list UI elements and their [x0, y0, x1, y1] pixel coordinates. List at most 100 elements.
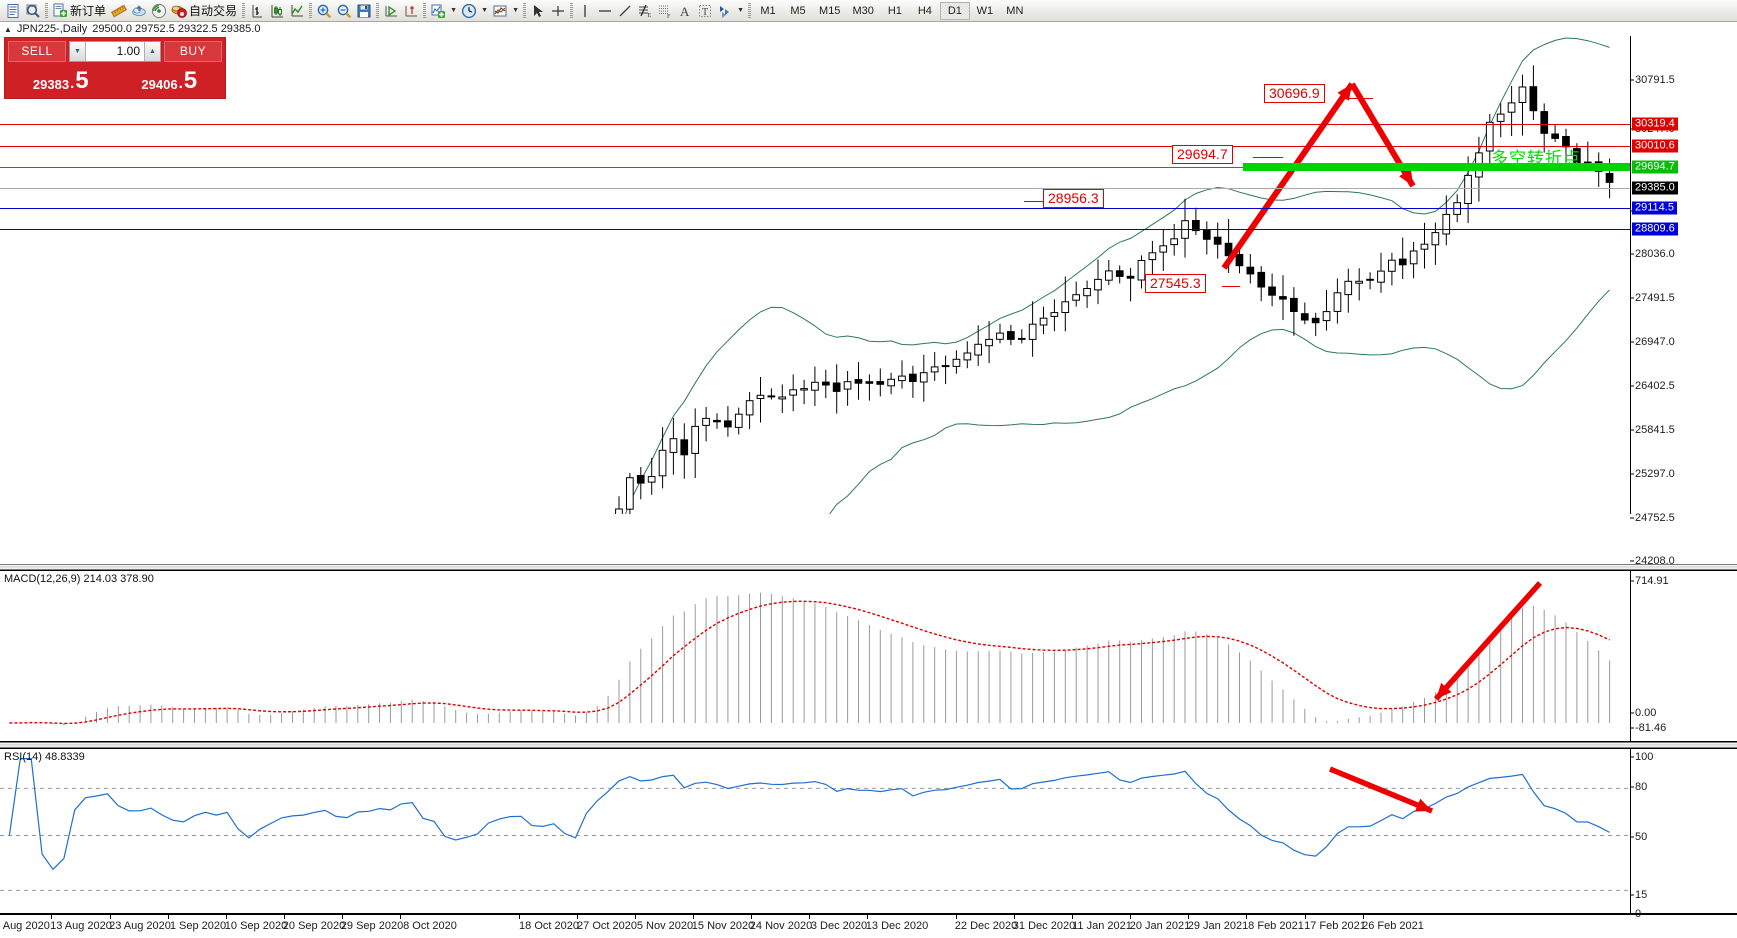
toolbar-separator-3 — [307, 2, 314, 20]
document-icon[interactable] — [3, 1, 23, 21]
vertical-line-icon[interactable] — [575, 1, 595, 21]
timeframe-h4[interactable]: H4 — [917, 4, 932, 17]
step-icon[interactable] — [401, 1, 421, 21]
annotation-level-29694[interactable]: 29694.7 — [1172, 145, 1233, 164]
price-tick: 25841.5 — [1630, 424, 1675, 436]
rsi-tick: 100 — [1630, 751, 1653, 763]
rsi-tick: 0 — [1630, 908, 1641, 920]
chevron-down-icon-shapes[interactable]: ▼ — [737, 7, 744, 14]
buy-price-fraction: 5 — [183, 66, 198, 94]
svg-text:E: E — [648, 13, 652, 19]
annotation-high-30696[interactable]: 30696.9 — [1264, 84, 1325, 103]
symbol-label: JPN225-,Daily — [16, 23, 88, 35]
rsi-plot-area[interactable] — [0, 749, 1737, 913]
add-indicator-icon[interactable] — [428, 1, 448, 21]
date-tick-mark — [1305, 915, 1306, 919]
volume-increase-button[interactable]: ▲ — [144, 41, 160, 61]
timeframe-m15[interactable]: M15 — [819, 4, 841, 17]
date-tick: 29 Jan 2021 — [1187, 920, 1249, 932]
sell-button[interactable]: SELL — [8, 40, 66, 62]
horizontal-line-icon[interactable] — [595, 1, 615, 21]
crosshair-icon[interactable] — [548, 1, 568, 21]
oct-price-row: 29383 . 5 29406 . 5 — [5, 64, 225, 96]
new-order-label[interactable]: 新订单 — [70, 4, 107, 18]
volume-decrease-button[interactable]: ▼ — [70, 41, 86, 61]
chevron-down-icon-period[interactable]: ▼ — [481, 7, 488, 14]
price-level-line-28809[interactable] — [0, 229, 1630, 230]
price-axis[interactable]: 30791.530247.028597.028036.027491.526947… — [1630, 36, 1737, 743]
price-level-line-30010[interactable] — [0, 146, 1630, 147]
text-icon[interactable]: A — [675, 1, 695, 21]
ruler-icon[interactable] — [109, 1, 129, 21]
timeframe-m5[interactable]: M5 — [790, 4, 806, 17]
volume-value[interactable]: 1.00 — [116, 44, 140, 58]
timeframe-m30[interactable]: M30 — [852, 4, 874, 17]
date-tick-mark — [1014, 915, 1015, 919]
support-band-highlight[interactable] — [1243, 163, 1630, 171]
chevron-down-icon-style[interactable]: ▼ — [512, 7, 519, 14]
annotation-level-28956[interactable]: 28956.3 — [1043, 189, 1104, 208]
candlestick-chart-icon[interactable] — [267, 1, 287, 21]
signal-icon[interactable] — [149, 1, 169, 21]
fibonacci-icon[interactable]: E — [635, 1, 655, 21]
new-order-icon[interactable] — [50, 1, 70, 21]
price-level-line-29385[interactable] — [0, 188, 1630, 189]
autotrading-label[interactable]: 自动交易 — [189, 4, 238, 18]
autotrading-icon[interactable] — [169, 1, 189, 21]
date-tick-mark — [51, 915, 52, 919]
date-tick: 11 Jan 2021 — [1072, 920, 1132, 932]
price-level-line-29694[interactable] — [0, 167, 1630, 168]
pane-divider-macd[interactable] — [0, 564, 1737, 570]
macd-plot-area[interactable] — [0, 571, 1737, 741]
chevron-down-icon-indicators[interactable]: ▼ — [450, 7, 457, 14]
label-icon[interactable]: T — [695, 1, 715, 21]
cursor-icon[interactable] — [528, 1, 548, 21]
svg-text:T: T — [702, 7, 708, 18]
sell-price[interactable]: 29383 . 5 — [8, 64, 114, 93]
line-chart-icon[interactable] — [287, 1, 307, 21]
date-tick-mark — [751, 915, 752, 919]
macd-pane[interactable]: MACD(12,26,9) 214.03 378.90 714.91 0.00 -8… — [0, 570, 1737, 742]
toolbar-separator-5 — [421, 2, 428, 20]
price-chart-pane[interactable]: 30696.9 29694.7 28956.3 27545.3 多空转折点 30791.… — [0, 36, 1737, 743]
timeframe-mn[interactable]: MN — [1006, 4, 1024, 17]
zoom-out-icon[interactable] — [334, 1, 354, 21]
templates-icon[interactable] — [354, 1, 374, 21]
annotation-low-27545[interactable]: 27545.3 — [1145, 274, 1206, 293]
channel-icon[interactable]: F — [655, 1, 675, 21]
price-level-line-30319[interactable] — [0, 124, 1630, 125]
sell-price-separator: . — [70, 75, 75, 92]
price-plot-area[interactable]: 30696.9 29694.7 28956.3 27545.3 多空转折点 — [0, 36, 1737, 514]
timeframe-w1[interactable]: W1 — [976, 4, 994, 17]
rsi-series — [0, 758, 1630, 891]
price-level-label: 29114.5 — [1632, 201, 1677, 215]
trendline-icon[interactable] — [615, 1, 635, 21]
rsi-indicator-label: RSI(14) 48.8339 — [4, 751, 85, 763]
buy-price[interactable]: 29406 . 5 — [116, 64, 222, 94]
buy-button[interactable]: BUY — [164, 40, 222, 62]
volume-stepper[interactable]: ▼ 1.00 ▲ — [69, 40, 161, 62]
timeframe-m1[interactable]: M1 — [760, 4, 776, 17]
date-tick-mark — [693, 915, 694, 919]
one-click-trading-panel[interactable]: SELL ▼ 1.00 ▲ BUY 29383 . 5 29406 . 5 — [4, 37, 226, 99]
chart-style-icon[interactable] — [490, 1, 510, 21]
timeframe-d1[interactable]: D1 — [939, 1, 970, 20]
timeframe-h1[interactable]: H1 — [887, 4, 902, 17]
magnifier-data-icon[interactable] — [23, 1, 43, 21]
pane-divider-rsi[interactable] — [0, 742, 1737, 748]
date-tick-mark — [519, 915, 520, 919]
collapse-triangle-icon[interactable]: ▲ — [4, 24, 12, 34]
zoom-in-icon[interactable] — [314, 1, 334, 21]
date-tick-mark — [577, 915, 578, 919]
rsi-pane[interactable]: RSI(14) 48.8339 100 80 50 15 0 — [0, 748, 1737, 920]
period-clock-icon[interactable] — [459, 1, 479, 21]
shapes-icon[interactable] — [715, 1, 735, 21]
price-tick: 26947.0 — [1630, 336, 1675, 348]
play-icon[interactable] — [381, 1, 401, 21]
price-level-line-29114[interactable] — [0, 208, 1630, 209]
cloud-icon[interactable] — [129, 1, 149, 21]
bar-chart-icon[interactable] — [247, 1, 267, 21]
macd-series — [9, 581, 1611, 726]
date-tick-mark — [1072, 915, 1073, 919]
